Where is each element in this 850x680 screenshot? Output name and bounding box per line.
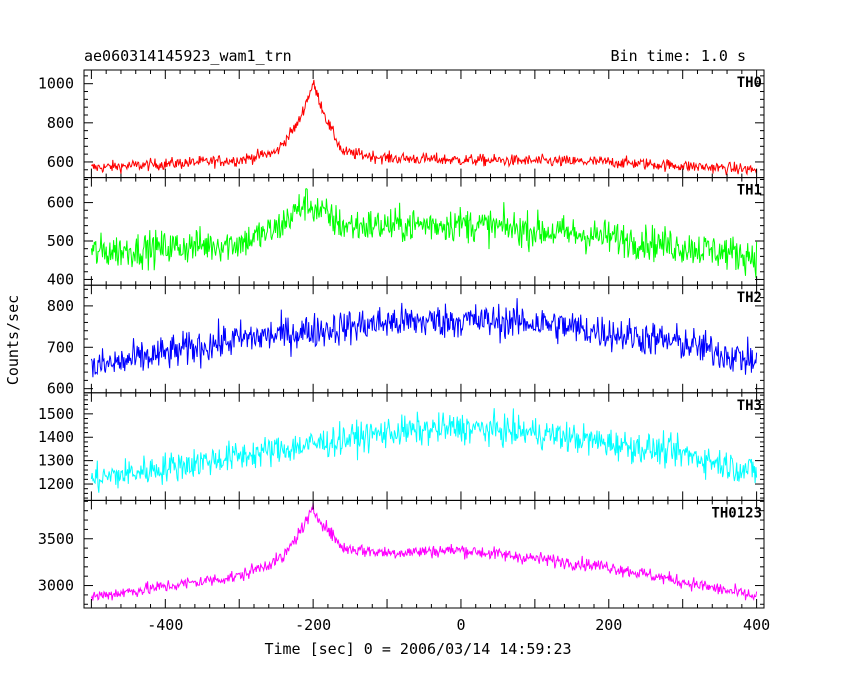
panel-frame-th1 xyxy=(83,177,765,286)
y-tick-label-th0123: 3000 xyxy=(38,577,74,595)
y-tick-label-th3: 1300 xyxy=(38,452,74,470)
x-tick-label: 0 xyxy=(456,616,465,634)
y-tick-label-th2: 600 xyxy=(47,380,74,398)
y-tick-label-th2: 800 xyxy=(47,297,74,315)
x-tick-label: 400 xyxy=(743,616,770,634)
header-right-title: Bin time: 1.0 s xyxy=(611,47,746,65)
series-line-th2 xyxy=(90,298,758,378)
y-tick-label-th2: 700 xyxy=(47,338,74,356)
series-line-th1 xyxy=(90,188,758,278)
y-tick-label-th1: 500 xyxy=(47,232,74,250)
panels-group: 600 800 1000 TH0 400 500 600 TH1 600 700 800 TH2 120… xyxy=(38,69,765,609)
header-left-title: ae060314145923_wam1_trn xyxy=(84,47,292,65)
y-tick-label-th0123: 3500 xyxy=(38,530,74,548)
y-tick-label-th0: 1000 xyxy=(38,75,74,93)
y-tick-label-th3: 1200 xyxy=(38,475,74,493)
y-tick-label-th0: 600 xyxy=(47,153,74,171)
y-tick-label-th3: 1400 xyxy=(38,428,74,446)
series-line-th0 xyxy=(91,79,758,176)
series-label-th3: TH3 xyxy=(737,398,762,414)
x-axis-label: Time [sec] 0 = 2006/03/14 14:59:23 xyxy=(264,640,571,658)
y-tick-label-th1: 600 xyxy=(47,194,74,212)
series-label-th0: TH0 xyxy=(737,75,762,91)
y-axis-label: Counts/sec xyxy=(4,295,22,385)
x-tick-label: -200 xyxy=(295,616,331,634)
y-tick-label-th1: 400 xyxy=(47,270,74,288)
series-line-th3 xyxy=(90,408,758,493)
panel-frame-th0123 xyxy=(83,499,765,609)
y-tick-label-th3: 1500 xyxy=(38,405,74,423)
series-label-th0123: TH0123 xyxy=(711,505,762,521)
x-tick-label: -400 xyxy=(147,616,183,634)
x-tick-label: 200 xyxy=(595,616,622,634)
series-line-th0123 xyxy=(90,503,758,601)
x-tick-labels: -400 -200 0 200 400 xyxy=(147,616,770,634)
series-label-th2: TH2 xyxy=(737,290,762,306)
series-label-th1: TH1 xyxy=(737,183,762,199)
y-tick-label-th0: 800 xyxy=(47,114,74,132)
